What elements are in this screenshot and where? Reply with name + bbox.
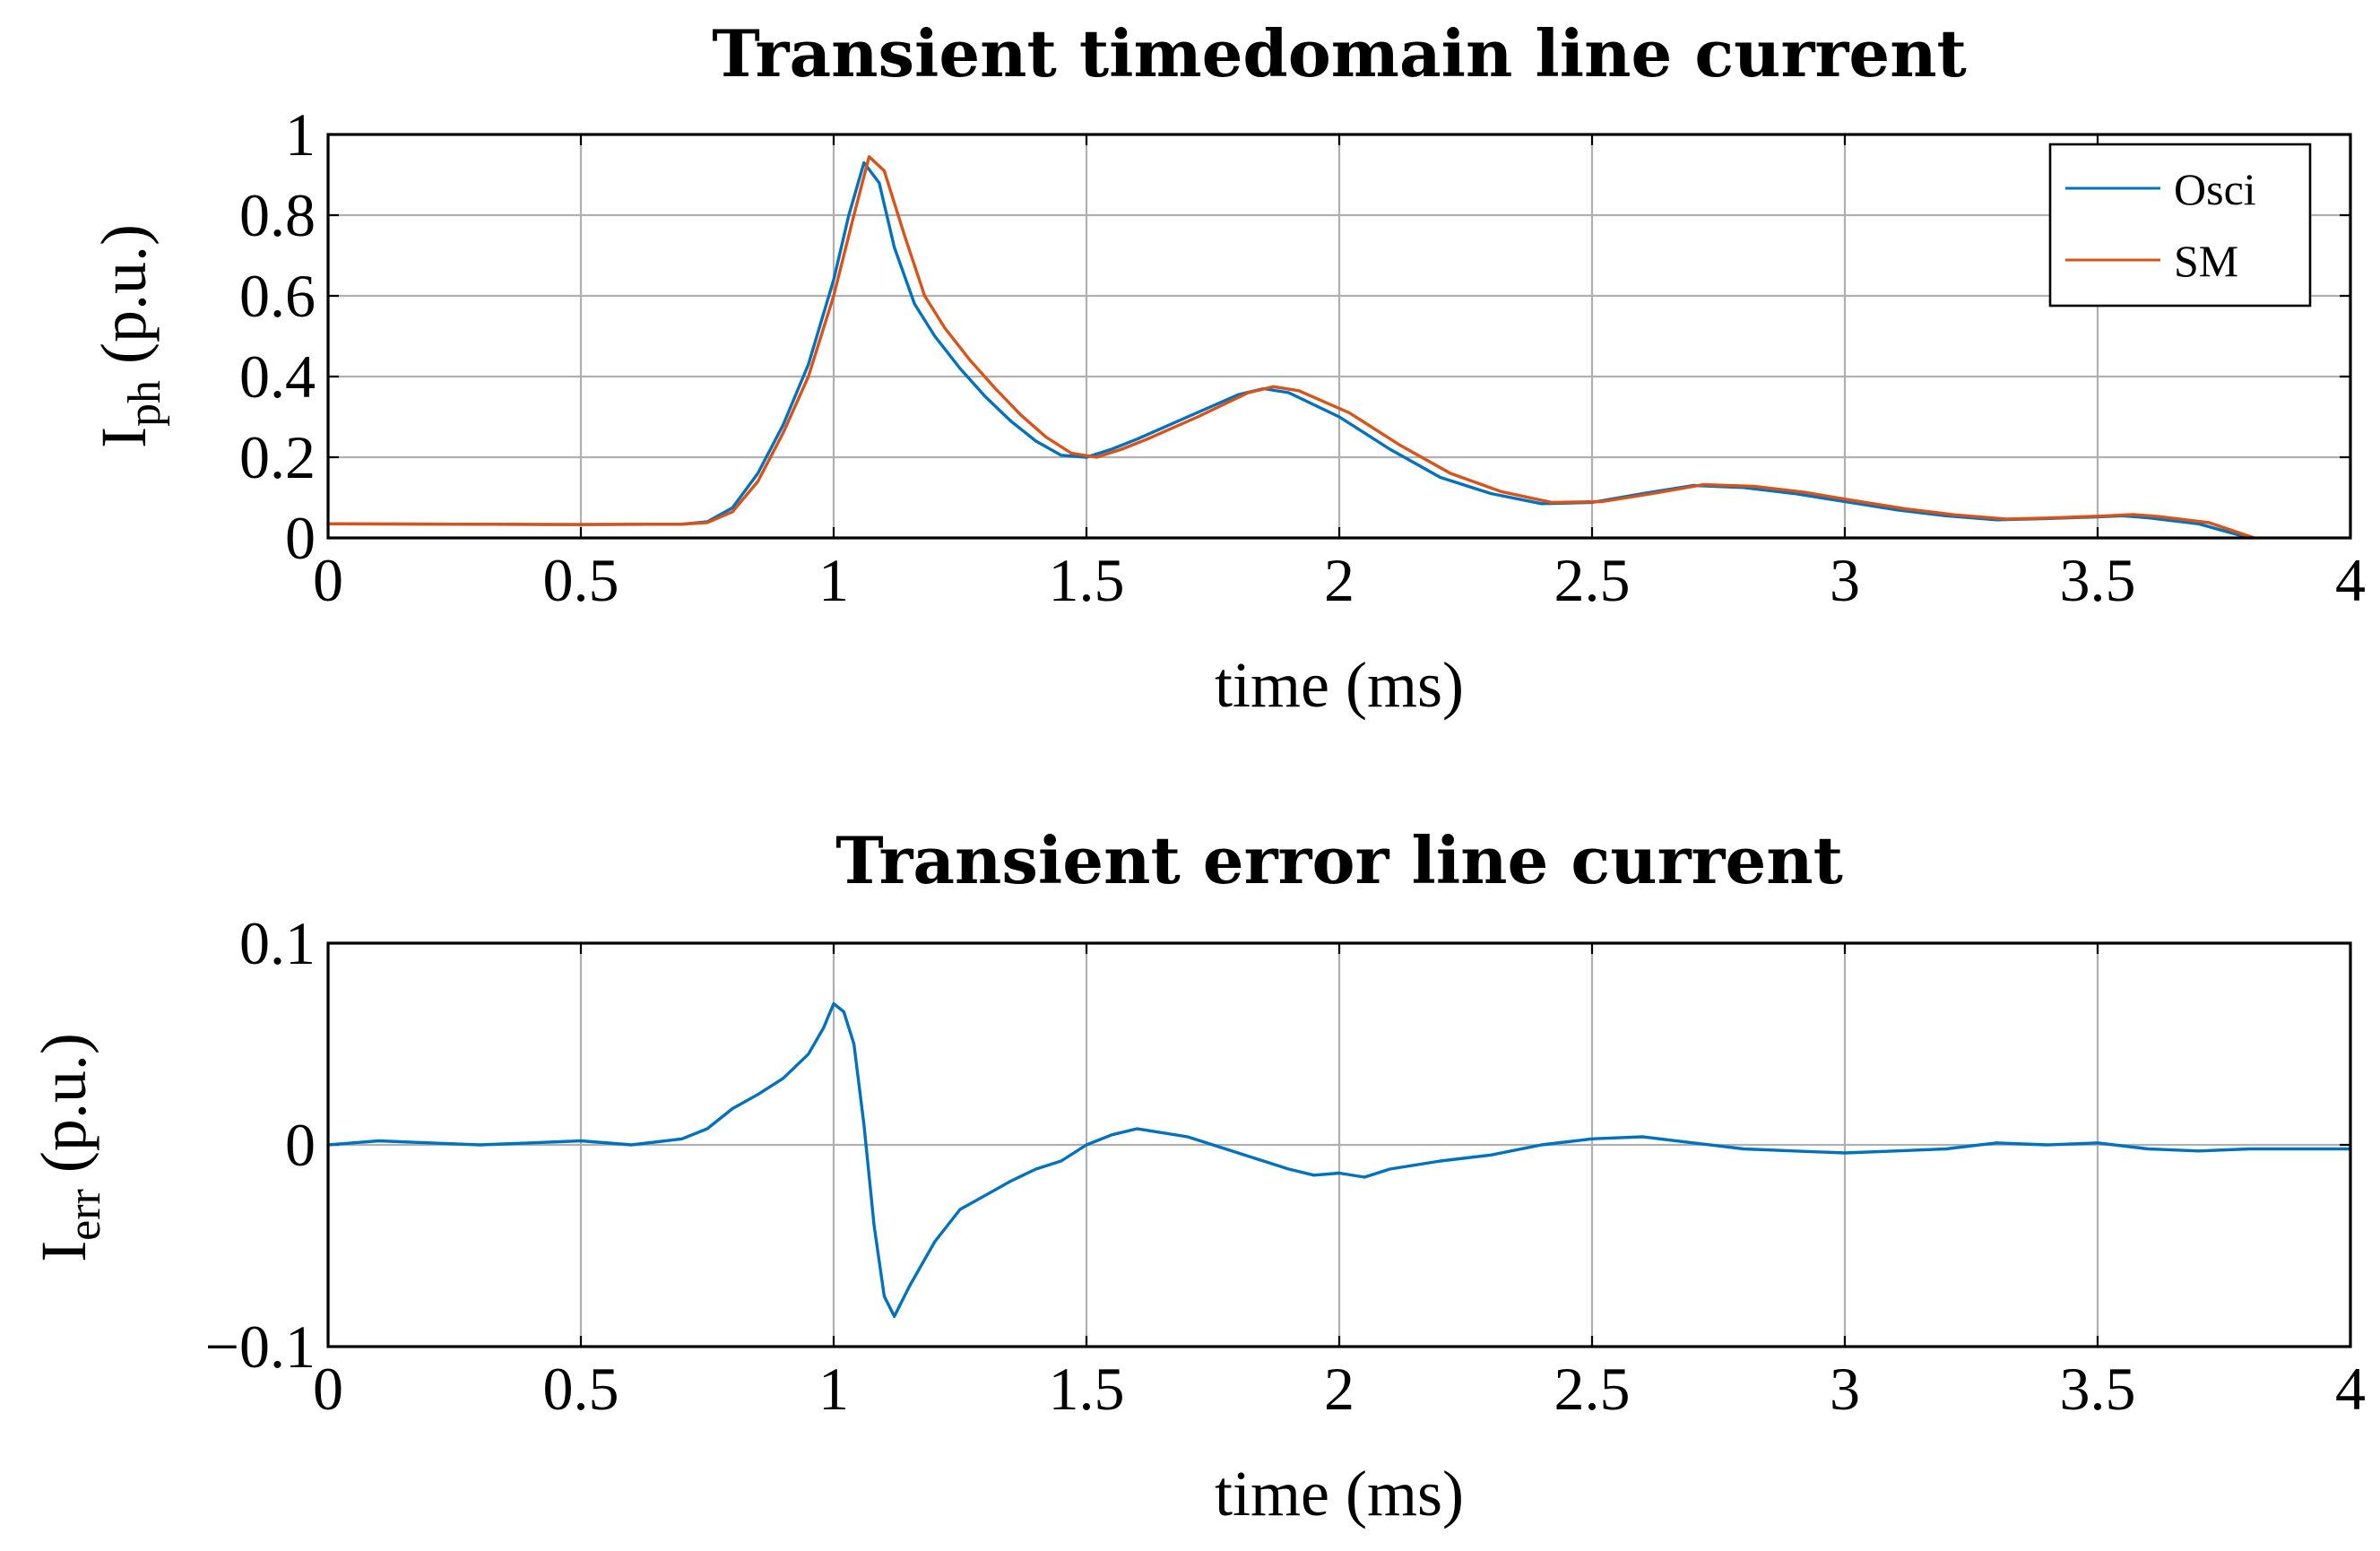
x-tick-label: 1.5 (1049, 1355, 1125, 1423)
y-axis-label: Ierr (p.u.) (28, 1033, 110, 1262)
y-tick-labels: −0.1 0 0.1 (205, 909, 316, 1381)
x-tick-label: 0 (313, 546, 343, 614)
legend-label-sm: SM (2174, 236, 2238, 286)
series-line-osci (326, 160, 2251, 540)
legend: Osci SM (2048, 143, 2312, 308)
plot-frame (326, 941, 2352, 1348)
x-tick-label: 1.5 (1049, 546, 1125, 614)
x-tick-label: 0 (313, 1355, 343, 1423)
x-tick-label: 1 (818, 546, 849, 614)
x-tick-label: 0.5 (543, 1355, 619, 1423)
y-axis-label-unit-space (28, 1173, 100, 1189)
x-tick-label: 2 (1324, 546, 1354, 614)
x-tick-label: 3.5 (2060, 546, 2136, 614)
y-tick-label: −0.1 (205, 1313, 316, 1381)
y-axis-label: Iph (p.u.) (88, 224, 170, 448)
x-tick-labels: 0 0.5 1 1.5 2 2.5 3 3.5 4 (313, 546, 2366, 614)
x-tick-labels: 0 0.5 1 1.5 2 2.5 3 3.5 4 (313, 1355, 2366, 1423)
panel-line-current: Transient timedomain line current 0 0.5 1 1… (88, 15, 2366, 721)
x-tick-label: 2.5 (1554, 1355, 1631, 1423)
series-group (326, 155, 2256, 540)
y-axis-label-sub: err (59, 1189, 110, 1241)
chart-title: Transient timedomain line current (712, 15, 1967, 91)
y-axis-label-unit: (p.u.) (88, 224, 160, 364)
y-tick-label: 0.2 (239, 423, 316, 491)
y-axis-label-unit: (p.u.) (28, 1033, 100, 1173)
panel-error-current: Transient error line current 0 0.5 1 1.5 2 2.… (28, 822, 2366, 1529)
y-tick-label: 0.1 (239, 909, 316, 977)
y-tick-label: 0.4 (239, 342, 316, 411)
y-axis-label-unit-space (88, 364, 160, 380)
x-tick-label: 3 (1830, 1355, 1860, 1423)
legend-box (2048, 143, 2312, 308)
x-tick-label: 1 (818, 1355, 849, 1423)
y-tick-label: 0.8 (239, 181, 316, 249)
x-tick-label: 4 (2335, 546, 2366, 614)
x-tick-label: 2.5 (1554, 546, 1631, 614)
x-tick-label: 4 (2335, 1355, 2366, 1423)
grid (328, 134, 2350, 538)
series-group (326, 1001, 2352, 1319)
chart-title: Transient error line current (835, 822, 1843, 898)
legend-label-osci: Osci (2174, 164, 2256, 214)
x-axis-label: time (ms) (1215, 1458, 1464, 1529)
y-tick-label: 0 (285, 1111, 316, 1179)
y-tick-labels: 0 0.2 0.4 0.6 0.8 1 (239, 100, 316, 572)
x-tick-label: 3 (1830, 546, 1860, 614)
x-tick-label: 2 (1324, 1355, 1354, 1423)
y-axis-label-main: I (88, 427, 160, 448)
y-tick-label: 0.6 (239, 262, 316, 330)
series-line-error (326, 1001, 2352, 1319)
y-axis-label-sub: ph (119, 380, 170, 427)
plot-frame (326, 133, 2352, 540)
y-axis-label-main: I (28, 1241, 100, 1262)
y-tick-label: 1 (285, 100, 316, 169)
x-tick-label: 0.5 (543, 546, 619, 614)
x-axis-label: time (ms) (1215, 649, 1464, 721)
series-line-sm (326, 155, 2256, 540)
x-tick-label: 3.5 (2060, 1355, 2136, 1423)
y-tick-label: 0 (285, 504, 316, 572)
